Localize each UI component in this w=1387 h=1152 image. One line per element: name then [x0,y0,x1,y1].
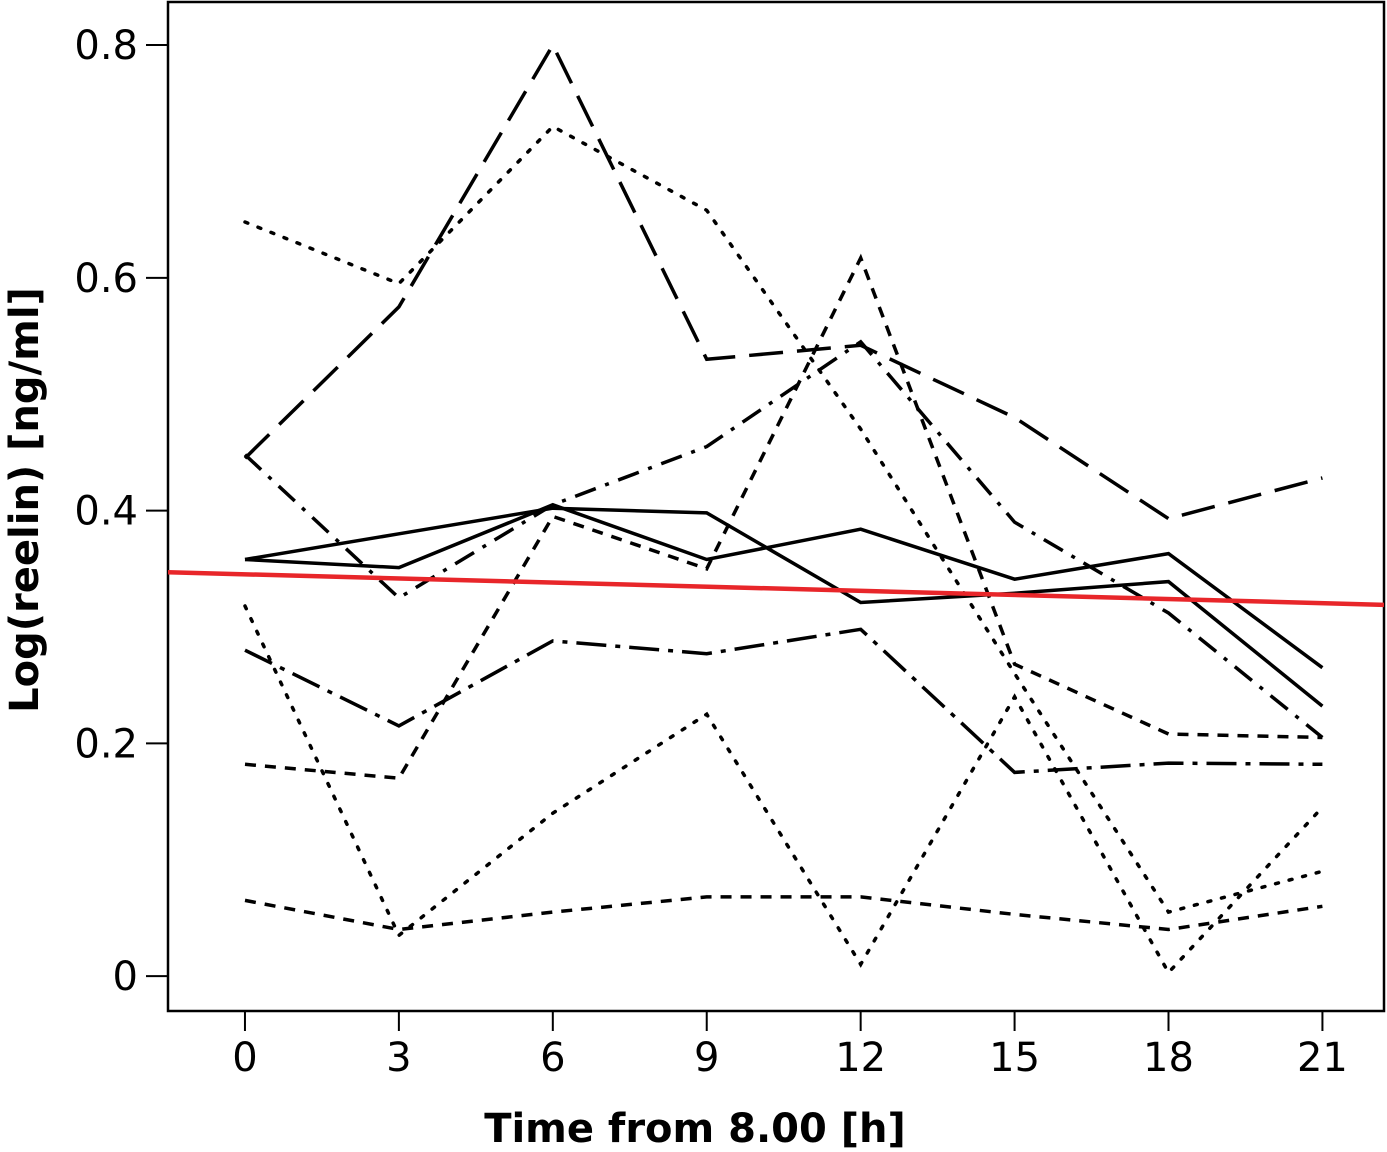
x-axis: 0 3 6 9 12 15 18 21 [232,1011,1348,1081]
y-axis: 0 0.2 0.4 0.6 0.8 [74,23,168,1000]
series-line-1 [243,41,1323,521]
series-line-2 [243,124,1325,915]
x-tick-label: 0 [232,1035,257,1081]
series-line-7 [244,627,1323,775]
y-tick-label: 0.8 [74,23,138,69]
series-line-6 [244,253,1323,781]
x-tick-label: 12 [835,1035,886,1081]
series-line-4 [244,506,1324,708]
x-tick-label: 18 [1143,1035,1194,1081]
y-tick-label: 0.4 [74,489,138,535]
series-line-5 [244,502,1324,670]
y-axis-label: Log(reelin) [ng/ml] [2,287,48,713]
series-line-9 [244,895,1323,932]
y-tick-label: 0.6 [74,256,138,302]
plot-frame [166,0,1386,1013]
x-tick-label: 21 [1297,1035,1348,1081]
x-tick-label: 9 [694,1035,719,1081]
y-tick-label: 0.2 [74,721,138,767]
series-line-3 [243,339,1324,739]
x-tick-label: 6 [540,1035,565,1081]
x-axis-label: Time from 8.00 [h] [484,1106,906,1152]
plot-area [168,41,1384,976]
x-tick-label: 15 [989,1035,1040,1081]
trend-line [168,570,1384,608]
x-tick-label: 3 [386,1035,411,1081]
series-line-8 [243,604,1325,976]
y-tick-label: 0 [113,954,138,1000]
